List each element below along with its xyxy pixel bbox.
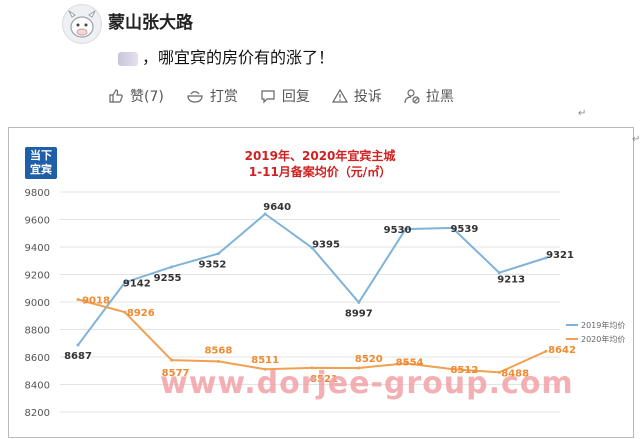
data-label: 8488	[501, 368, 529, 379]
data-point	[450, 226, 454, 230]
report-label: 投诉	[353, 89, 382, 105]
tip-bowl-icon	[187, 91, 203, 103]
data-point	[404, 361, 408, 365]
data-point	[357, 366, 361, 370]
data-point	[123, 310, 127, 314]
y-tick-label: 8600	[25, 353, 50, 364]
data-point	[357, 300, 361, 304]
logo-line1: 当下	[30, 149, 52, 162]
data-label: 8687	[64, 351, 92, 362]
reply-label: 回复	[281, 89, 310, 105]
data-label: 8997	[345, 308, 373, 319]
y-tick-label: 9800	[25, 188, 50, 199]
y-tick-label: 8400	[25, 381, 50, 392]
like-label: 赞(7)	[130, 89, 164, 105]
data-point	[216, 359, 220, 363]
data-point	[170, 358, 174, 362]
data-label: 9539	[450, 224, 478, 235]
data-point	[497, 370, 501, 374]
data-label: 9142	[123, 278, 151, 289]
warning-icon	[331, 88, 348, 103]
like-button[interactable]: 赞(7)	[108, 84, 164, 108]
post-text-line: ，哪宜宾的房价有的涨了！	[118, 44, 334, 68]
data-label: 8642	[548, 345, 576, 356]
chart-title: 2019年、2020年宜宾主城	[244, 149, 396, 163]
data-point	[263, 212, 267, 216]
data-point	[544, 256, 548, 260]
tip-label: 打赏	[209, 89, 238, 105]
data-label: 8577	[162, 368, 190, 379]
chart-subtitle: 1-11月备案均价（元/㎡）	[248, 165, 392, 179]
post-text: ，哪宜宾的房价有的涨了！	[142, 48, 335, 67]
cow-avatar-icon	[67, 9, 97, 38]
data-point	[123, 280, 127, 284]
legend-label: 2020年均价	[581, 334, 625, 344]
username[interactable]: 蒙山张大路	[108, 13, 193, 33]
y-tick-label: 9200	[25, 271, 50, 282]
data-label: 9018	[82, 296, 110, 307]
y-tick-label: 8800	[25, 326, 50, 337]
data-label: 9395	[312, 240, 340, 251]
block-button[interactable]: 拉黑	[404, 84, 454, 108]
data-point	[310, 246, 314, 250]
reply-button[interactable]: 回复	[260, 84, 310, 108]
report-button[interactable]: 投诉	[331, 84, 382, 108]
block-label: 拉黑	[425, 89, 454, 105]
tip-button[interactable]: 打赏	[186, 84, 238, 108]
logo-line2: 宜宾	[30, 163, 52, 176]
post: 蒙山张大路 ，哪宜宾的房价有的涨了！ 赞(7) 打赏 回复	[0, 0, 640, 120]
data-label: 8520	[355, 354, 383, 365]
data-point	[263, 367, 267, 371]
data-label: 8554	[396, 357, 424, 368]
data-label: 8568	[204, 345, 232, 356]
chart-image	[8, 127, 634, 438]
data-label: 8512	[450, 365, 478, 376]
blurred-text	[118, 51, 138, 66]
data-label: 9255	[154, 273, 182, 284]
data-label: 9530	[384, 225, 412, 236]
data-point	[170, 265, 174, 269]
data-point	[544, 349, 548, 353]
data-point	[216, 252, 220, 256]
data-point	[404, 227, 408, 231]
data-point	[310, 366, 314, 370]
thumbs-up-icon	[109, 89, 123, 103]
post-actions: 赞(7) 打赏 回复 投诉	[108, 84, 476, 108]
watermark: www.dorjee-group.com	[160, 366, 574, 401]
data-point	[76, 343, 80, 347]
data-label: 8511	[251, 355, 279, 366]
paragraph-mark: ↵	[578, 108, 587, 119]
paragraph-mark: ↵	[632, 134, 640, 145]
data-label: 9352	[198, 260, 226, 271]
y-tick-label: 9000	[25, 298, 50, 309]
y-tick-label: 9600	[25, 216, 50, 227]
data-point	[76, 298, 80, 302]
data-label: 9640	[263, 202, 291, 213]
y-tick-label: 9400	[25, 243, 50, 254]
y-tick-label: 8200	[25, 408, 50, 419]
avatar[interactable]	[62, 4, 102, 44]
brand-logo: 当下 宜宾	[25, 147, 57, 179]
data-point	[450, 367, 454, 371]
data-label: 9321	[546, 250, 574, 261]
data-label: 8521	[310, 374, 338, 385]
block-user-icon	[404, 89, 420, 104]
data-point	[497, 271, 501, 275]
legend-label: 2019年均价	[581, 320, 625, 330]
data-label: 8926	[127, 308, 155, 319]
chart-title-block: 2019年、2020年宜宾主城 1-11月备案均价（元/㎡）	[170, 148, 470, 180]
comment-icon	[261, 90, 275, 104]
data-label: 9213	[497, 275, 525, 286]
